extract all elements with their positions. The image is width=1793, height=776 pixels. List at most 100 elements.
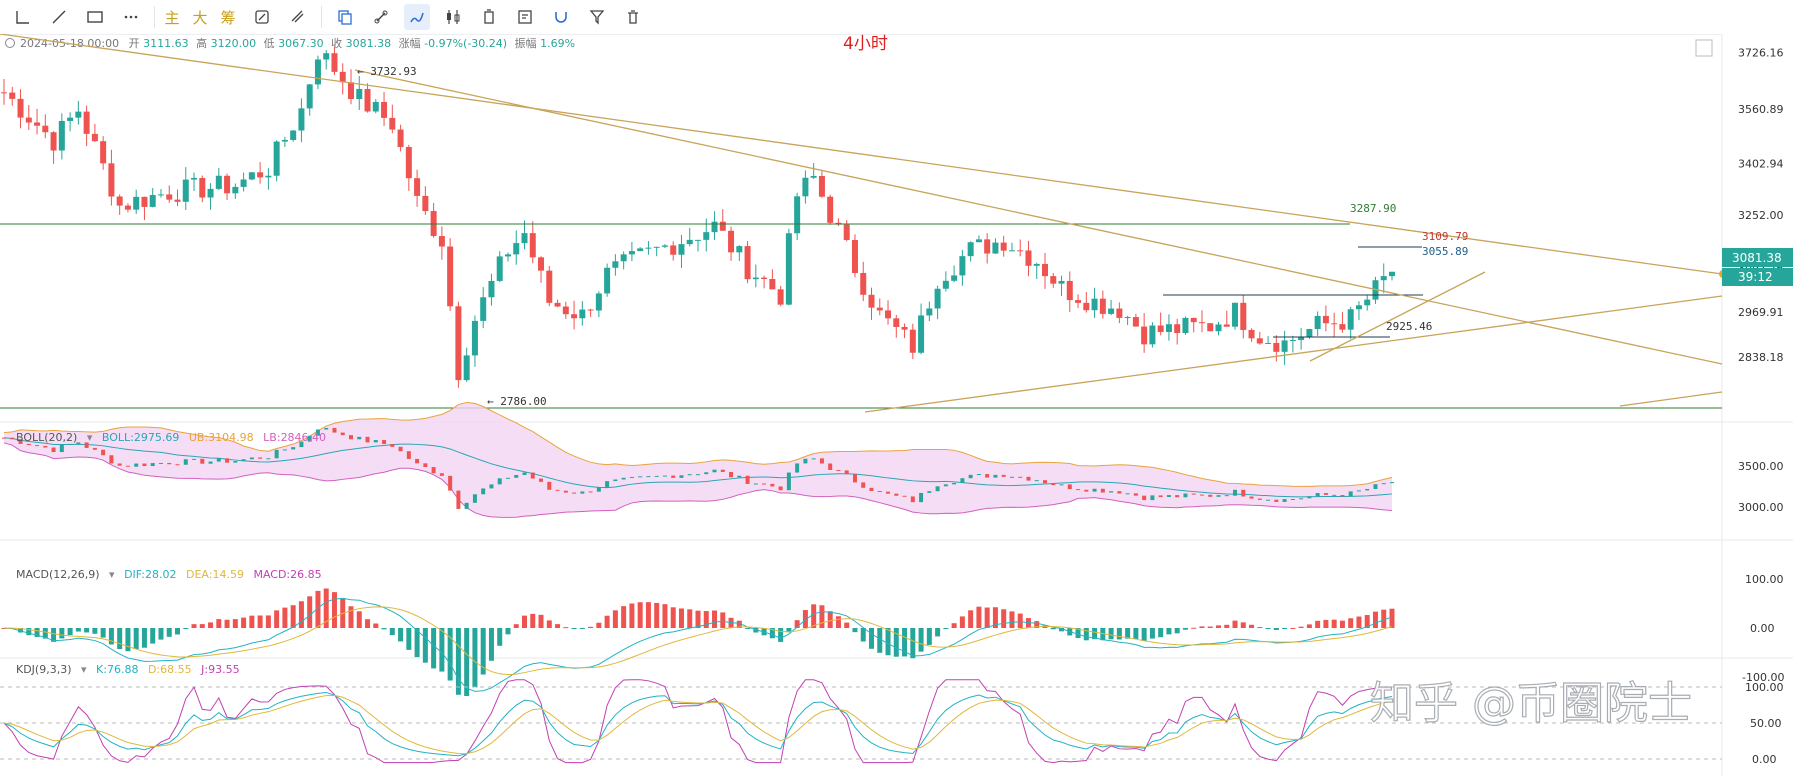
boll-candle — [175, 464, 180, 466]
boll-candle — [1158, 495, 1163, 498]
candle-body — [1364, 299, 1371, 306]
macd-histogram-bar — [662, 604, 668, 628]
candle-body — [612, 261, 619, 268]
kdj-tick-2: 50.00 — [1750, 717, 1782, 730]
macd-histogram-bar — [439, 628, 445, 672]
macd-histogram-bar — [571, 628, 577, 629]
candle-body — [777, 289, 784, 305]
macd-histogram-bar — [1059, 628, 1065, 632]
candle-body — [438, 236, 445, 247]
amplitude-value: 1.69% — [540, 37, 575, 50]
macd-histogram-bar — [1339, 620, 1345, 628]
boll-candle — [2, 437, 6, 439]
candle-body — [133, 196, 140, 210]
candlestick-series — [1, 46, 1395, 388]
boll-candle — [233, 461, 238, 463]
macd-histogram-bar — [1108, 628, 1114, 640]
candle-body — [1281, 340, 1288, 352]
macd-histogram-bar — [455, 628, 461, 695]
trash-icon[interactable] — [620, 4, 646, 30]
candle-body — [885, 310, 892, 319]
boll-candle — [1241, 489, 1246, 497]
boll-candle — [844, 470, 849, 475]
candle-body — [1033, 263, 1040, 266]
lower-trendline-stub[interactable] — [1619, 391, 1723, 407]
boll-candle — [1290, 498, 1295, 500]
candle-body — [794, 196, 801, 234]
magnet-icon[interactable] — [548, 4, 574, 30]
ruler-icon[interactable] — [285, 4, 311, 30]
macd-histogram-bar — [365, 619, 371, 628]
boll-candle — [76, 442, 81, 444]
candle-body — [1083, 302, 1090, 311]
boll-candle — [985, 474, 990, 478]
kdj-tick-1: 100.00 — [1745, 681, 1784, 694]
short-support-trendline[interactable] — [1309, 271, 1486, 362]
macd-histogram-bar — [687, 609, 693, 628]
line-tool-icon[interactable] — [10, 4, 36, 30]
delete-icon[interactable] — [476, 4, 502, 30]
candle-body — [901, 326, 908, 330]
boll-candle — [1257, 498, 1262, 500]
boll-candle — [448, 475, 453, 491]
macd-histogram-bar — [447, 628, 453, 681]
tool-big[interactable]: 大 — [192, 8, 208, 27]
macd-histogram-bar — [315, 590, 321, 628]
candle-body — [397, 129, 404, 148]
macd-histogram-bar — [199, 624, 205, 628]
boll-candle — [1092, 488, 1097, 492]
boll-candle — [795, 463, 800, 473]
ascending-trendline[interactable] — [864, 295, 1723, 413]
fullscreen-icon[interactable] — [1695, 39, 1713, 57]
macd-histogram-bar — [241, 617, 247, 628]
boll-candle — [315, 429, 320, 436]
boll-candle — [225, 458, 230, 463]
macd-histogram-bar — [1001, 609, 1007, 628]
macd-histogram-bar — [703, 611, 709, 628]
candle-body — [934, 288, 941, 309]
candle-body — [1, 92, 7, 94]
macd-header: MACD(12,26,9) ▾ DIF:28.02 DEA:14.59 MACD… — [16, 568, 322, 581]
upper-trendline[interactable] — [0, 34, 1723, 275]
candles-icon[interactable] — [440, 4, 466, 30]
price-axis[interactable] — [1722, 34, 1793, 776]
more-icon[interactable] — [118, 4, 144, 30]
boll-candle — [357, 436, 362, 440]
boll-candle — [439, 473, 444, 476]
link-icon[interactable] — [368, 4, 394, 30]
candle-body — [1116, 308, 1123, 318]
copy-icon[interactable] — [332, 4, 358, 30]
macd-histogram-bar — [629, 603, 635, 628]
candle-body — [1091, 298, 1098, 311]
boll-candle — [1059, 484, 1064, 486]
trend-line-icon[interactable] — [46, 4, 72, 30]
note-icon[interactable] — [512, 4, 538, 30]
boll-candle — [1076, 489, 1081, 491]
tool-chips[interactable]: 筹 — [220, 8, 236, 27]
tool-main[interactable]: 主 — [164, 8, 180, 27]
descending-trendline[interactable] — [354, 69, 1723, 365]
boll-candle — [778, 486, 783, 491]
candle-body — [166, 194, 173, 200]
boll-candle — [150, 463, 155, 467]
boll-candle — [1373, 484, 1378, 489]
candle-body — [769, 278, 776, 290]
boll-candle — [662, 475, 667, 477]
filter-icon[interactable] — [584, 4, 610, 30]
candle-body — [455, 306, 462, 381]
boll-candle — [927, 491, 932, 493]
boll-candle — [952, 483, 957, 485]
rectangle-icon[interactable] — [82, 4, 108, 30]
candle-body — [1198, 322, 1205, 324]
pen-icon[interactable] — [249, 4, 275, 30]
boll-candle — [340, 432, 345, 436]
price-tick-3: 3252.00 — [1738, 209, 1784, 222]
price-chart[interactable]: 3726.163560.893402.943252.003097.762969.… — [0, 34, 1793, 776]
boll-candle — [861, 482, 866, 488]
boll-candle — [910, 496, 915, 503]
candle-body — [1265, 342, 1272, 344]
boll-candle — [1307, 496, 1312, 499]
macd-histogram-bar — [1323, 619, 1329, 628]
macd-histogram-bar — [422, 628, 428, 663]
brush-icon[interactable] — [404, 4, 430, 30]
